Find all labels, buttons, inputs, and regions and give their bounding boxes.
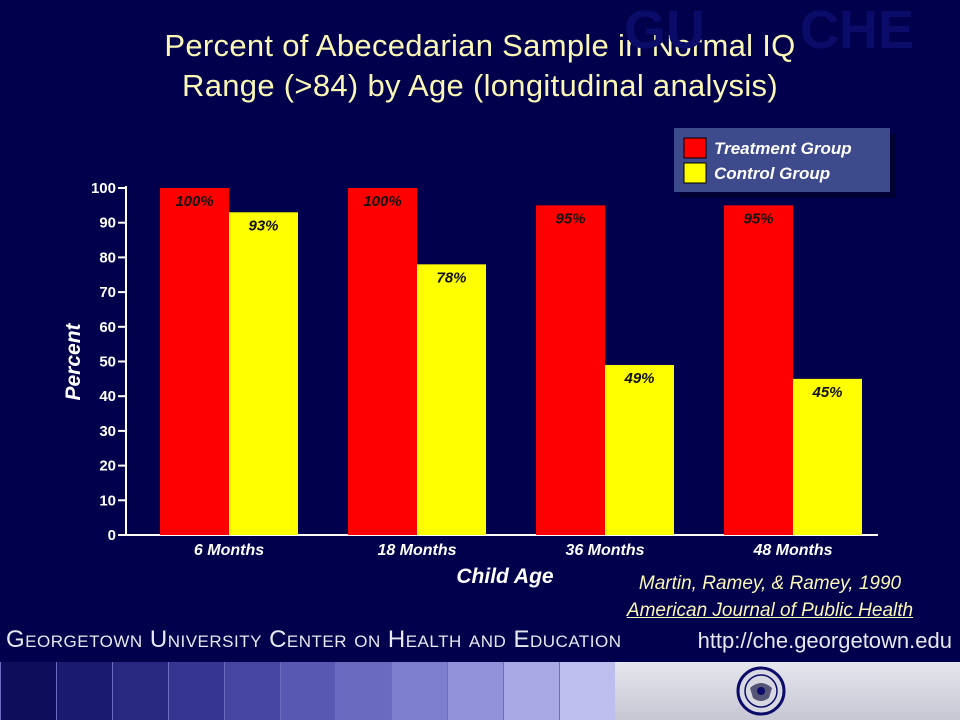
y-tick-label: 100 — [91, 180, 116, 197]
georgetown-seal-icon — [736, 666, 786, 716]
y-tick-label: 20 — [99, 458, 116, 475]
y-tick-label: 90 — [99, 215, 116, 232]
slide-title-line1: Percent of Abecedarian Sample in Normal … — [164, 28, 796, 63]
data-label: 95% — [555, 210, 585, 227]
logo-gu: GU — [624, 0, 705, 60]
citation-authors: Martin, Ramey, & Ramey, 1990 — [638, 573, 902, 594]
bar-treatment — [724, 205, 793, 535]
slide-title: Percent of Abecedarian Sample in Normal … — [0, 26, 960, 106]
bar-treatment — [348, 188, 417, 535]
bar-control — [417, 264, 486, 535]
y-tick-label: 10 — [99, 492, 116, 509]
x-category-label: 36 Months — [565, 542, 644, 559]
y-tick-label: 50 — [99, 354, 116, 371]
y-axis-title: Percent — [62, 322, 85, 400]
x-axis-title: Child Age — [456, 565, 554, 588]
bar-control — [793, 378, 862, 535]
legend-swatch — [683, 137, 707, 159]
bar-treatment — [536, 205, 605, 535]
data-label: 100% — [363, 193, 401, 210]
slide-title-line2: Range (>84) by Age (longitudinal analysi… — [182, 68, 778, 103]
logo-panel — [615, 662, 960, 720]
legend-label: Control Group — [714, 164, 830, 183]
bar-control — [229, 212, 298, 536]
y-tick-label: 30 — [99, 423, 116, 440]
citation: Martin, Ramey, & Ramey, 1990 American Jo… — [580, 570, 960, 624]
y-tick-label: 0 — [108, 527, 116, 544]
bar-control — [605, 364, 674, 535]
logo-che: CHE — [800, 0, 915, 60]
data-label: 100% — [175, 193, 213, 210]
y-tick-label: 40 — [99, 388, 116, 405]
legend-box — [674, 128, 890, 192]
bar-treatment — [160, 188, 229, 535]
data-label: 78% — [436, 269, 466, 286]
x-category-label: 18 Months — [377, 542, 456, 559]
y-tick-label: 70 — [99, 284, 116, 301]
footer-banner: Georgetown University Center on Health a… — [6, 626, 956, 654]
data-label: 93% — [248, 217, 278, 234]
x-category-label: 48 Months — [752, 542, 832, 559]
footer-stripes — [0, 662, 615, 720]
footer-url: http://che.georgetown.edu — [697, 628, 952, 653]
y-tick-label: 60 — [99, 319, 116, 336]
data-label: 95% — [743, 210, 773, 227]
legend-label: Treatment Group — [714, 139, 852, 158]
citation-journal: American Journal of Public Health — [626, 600, 914, 621]
legend-swatch — [683, 162, 707, 184]
data-label: 45% — [811, 384, 842, 401]
legend: Treatment Group Control Group — [674, 128, 896, 198]
data-label: 49% — [623, 370, 654, 387]
center-name: Georgetown University Center on Health a… — [6, 626, 622, 653]
bar-chart: Treatment Group Control Group 0 10 20 30 40 50… — [62, 128, 896, 588]
x-category-label: 6 Months — [194, 542, 264, 559]
y-tick-label: 80 — [99, 249, 116, 266]
